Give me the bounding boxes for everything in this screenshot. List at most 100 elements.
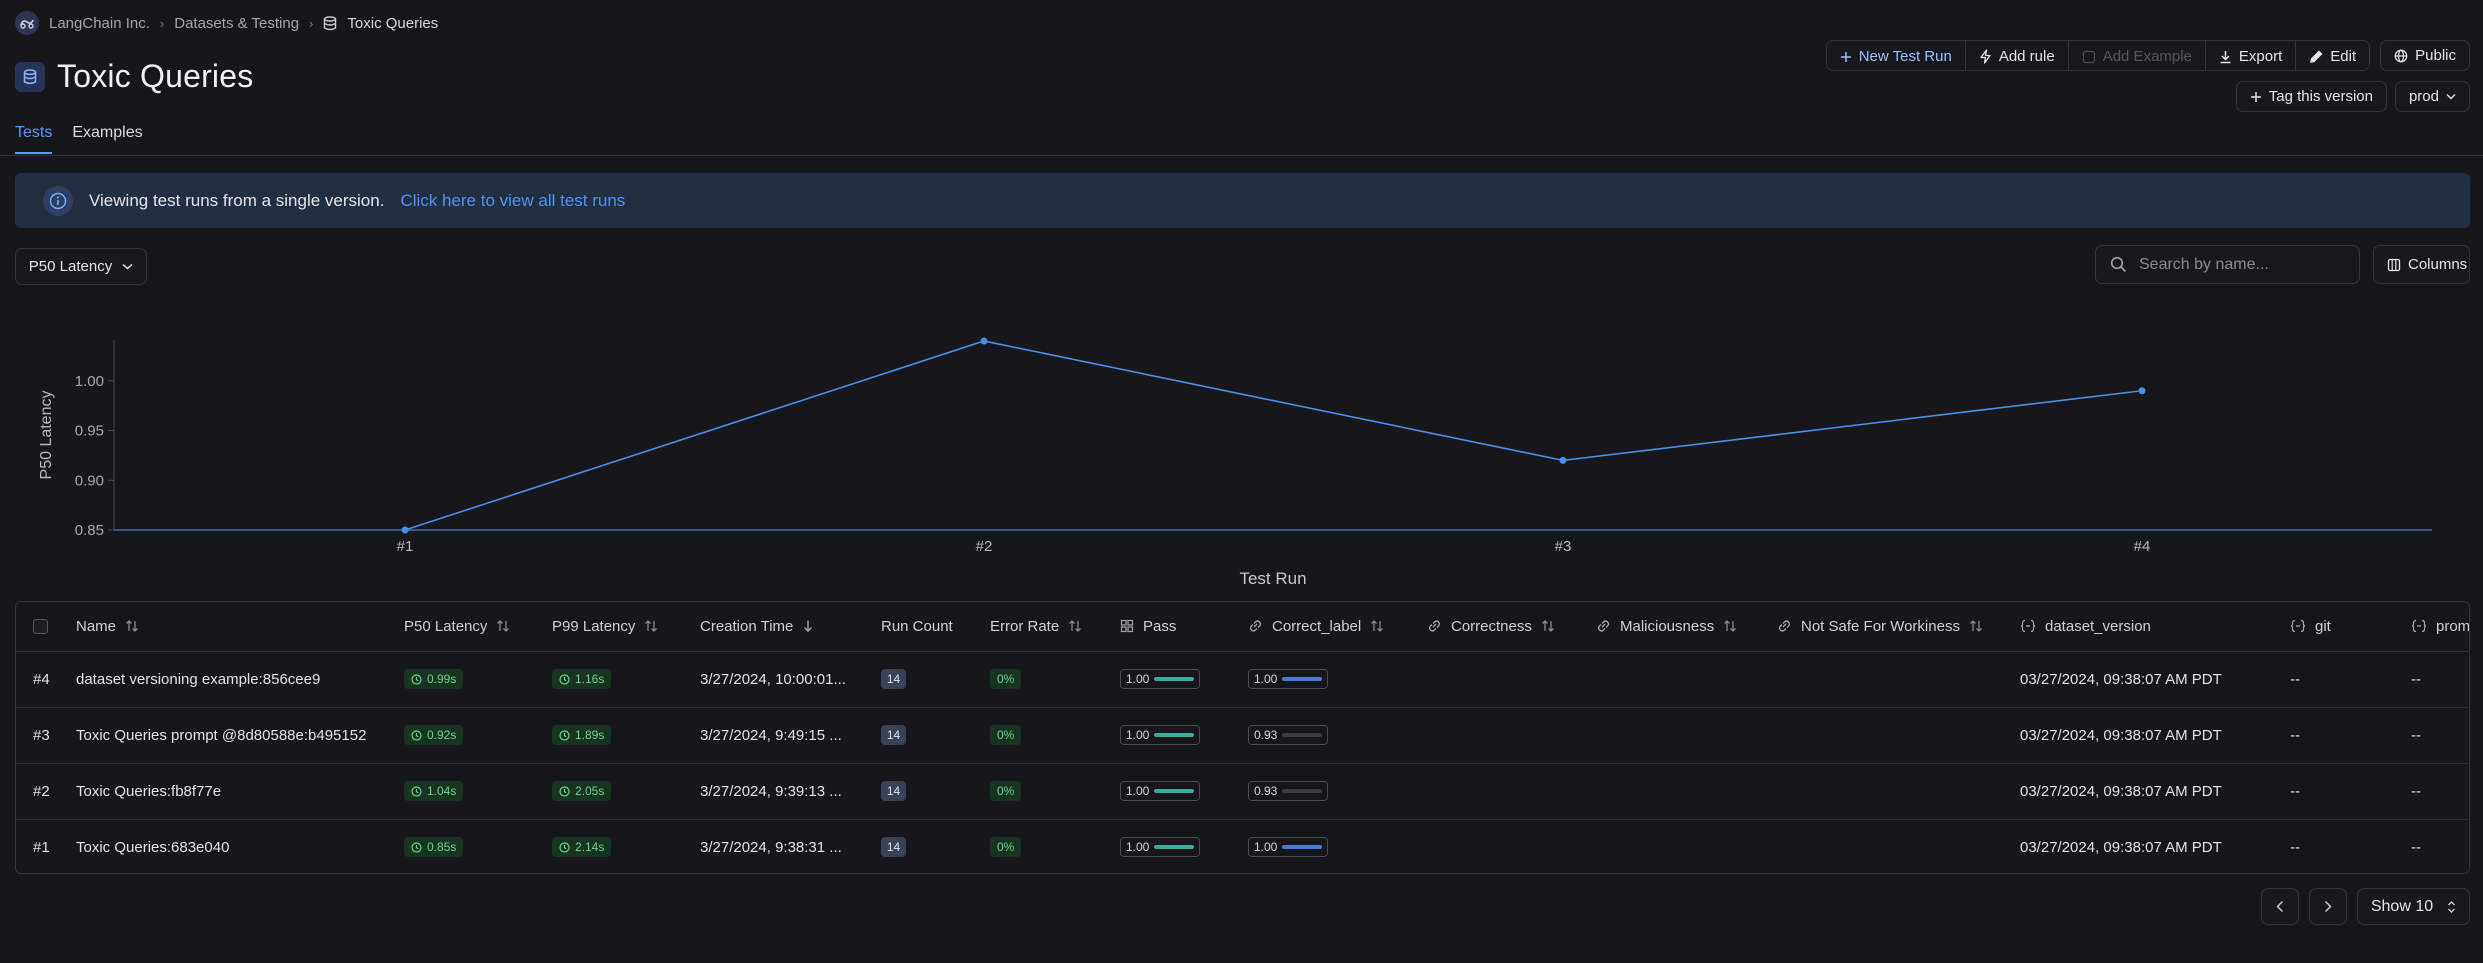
add-example-button[interactable]: Add Example	[2068, 41, 2206, 70]
data-point[interactable]	[980, 337, 988, 345]
edit-label: Edit	[2330, 48, 2357, 65]
langchain-logo-icon[interactable]	[15, 11, 39, 35]
tag-version-label: Tag this version	[2268, 88, 2373, 105]
link-icon	[1427, 619, 1442, 633]
edit-button[interactable]: Edit	[2296, 41, 2370, 70]
col-correctness-label: Correctness	[1451, 617, 1532, 635]
row-prompt: --	[2411, 838, 2421, 856]
data-point[interactable]	[401, 526, 409, 534]
prev-page-button[interactable]	[2261, 888, 2299, 925]
error-rate-badge: 0%	[990, 669, 1022, 689]
row-p50: 0.92s	[404, 707, 552, 764]
col-p99[interactable]: P99 Latency	[552, 602, 700, 652]
search-input[interactable]	[2139, 255, 2339, 274]
chevron-down-icon	[122, 263, 133, 270]
row-pass: 1.00	[1120, 707, 1248, 764]
col-error-rate-label: Error Rate	[990, 617, 1060, 635]
test-runs-table: Name P50 Latency P99 Latency Creation Ti…	[15, 601, 2470, 874]
pass-score[interactable]: 1.00	[1120, 669, 1201, 689]
col-name[interactable]: Name	[76, 602, 404, 652]
sort-icon[interactable]	[1723, 619, 1737, 633]
select-all-checkbox[interactable]	[33, 618, 48, 634]
correct-label-value: 0.93	[1254, 784, 1278, 798]
breadcrumb-section[interactable]: Datasets & Testing	[174, 14, 300, 32]
row-name[interactable]: Toxic Queries prompt @8d80588e:b495152	[76, 707, 404, 764]
table-row[interactable]: #4 dataset versioning example:856cee9 0.99…	[16, 651, 2469, 708]
row-name[interactable]: dataset versioning example:856cee9	[76, 651, 404, 708]
row-correctness	[1427, 819, 1596, 873]
add-example-icon	[2082, 50, 2096, 64]
row-name[interactable]: Toxic Queries:fb8f77e	[76, 763, 404, 820]
tag-version-button[interactable]: Tag this version	[2235, 81, 2387, 112]
sort-icon[interactable]	[1541, 619, 1555, 633]
x-tick-label: #4	[2134, 538, 2151, 555]
correct-label-score[interactable]: 1.00	[1248, 837, 1329, 858]
grid-icon	[1120, 619, 1134, 633]
clock-icon	[411, 842, 422, 853]
correct-label-bar	[1282, 789, 1323, 793]
download-icon	[2219, 50, 2232, 64]
toolbar: New Test Run Add rule Add Example Export…	[1825, 40, 2470, 71]
table-row[interactable]: #1 Toxic Queries:683e040 0.85s 2.14s 3/27/20…	[16, 819, 2469, 873]
sort-icon[interactable]	[1370, 619, 1384, 633]
pass-score[interactable]: 1.00	[1120, 837, 1201, 858]
col-name-label: Name	[76, 617, 117, 635]
clock-icon	[559, 673, 570, 685]
pass-score[interactable]: 1.00	[1120, 725, 1201, 745]
export-button[interactable]: Export	[2205, 41, 2297, 70]
row-run-count: 14	[881, 819, 990, 873]
info-banner: Viewing test runs from a single version.…	[15, 173, 2470, 228]
table-row[interactable]: #3 Toxic Queries prompt @8d80588e:b495152…	[16, 707, 2469, 764]
arrow-down-icon[interactable]	[802, 619, 814, 633]
new-test-run-button[interactable]: New Test Run	[1826, 41, 1966, 70]
row-error-rate: 0%	[990, 651, 1120, 708]
pass-bar	[1154, 733, 1195, 737]
correct-label-score[interactable]: 0.93	[1248, 781, 1329, 801]
col-created[interactable]: Creation Time	[700, 602, 881, 652]
columns-button[interactable]: Columns	[2373, 245, 2470, 284]
col-maliciousness[interactable]: Maliciousness	[1596, 602, 1777, 652]
sort-icon[interactable]	[496, 619, 510, 633]
pass-bar	[1154, 677, 1195, 681]
correct-label-score[interactable]: 0.93	[1248, 725, 1329, 745]
col-p50[interactable]: P50 Latency	[404, 602, 552, 652]
breadcrumb-org[interactable]: LangChain Inc.	[49, 14, 150, 32]
col-correct-label[interactable]: Correct_label	[1248, 602, 1427, 652]
plus-icon	[2250, 91, 2262, 103]
breadcrumb-current: Toxic Queries	[347, 14, 439, 32]
environment-select[interactable]: prod	[2394, 81, 2470, 112]
data-point[interactable]	[1559, 456, 1567, 464]
braces-icon	[2020, 619, 2036, 633]
clock-icon	[411, 673, 422, 685]
environment-value: prod	[2408, 88, 2439, 105]
table-row[interactable]: #2 Toxic Queries:fb8f77e 1.04s 2.05s 3/27/20…	[16, 763, 2469, 820]
col-correctness[interactable]: Correctness	[1427, 602, 1596, 652]
chevron-down-icon	[2446, 93, 2456, 100]
tab-examples[interactable]: Examples	[72, 124, 143, 141]
sort-icon[interactable]	[644, 619, 658, 633]
page-size-select[interactable]: Show 10	[2357, 888, 2470, 925]
export-label: Export	[2238, 48, 2283, 65]
clock-icon	[559, 785, 570, 797]
sort-icon[interactable]	[1969, 619, 1983, 633]
correct-label-value: 0.93	[1254, 728, 1278, 742]
next-page-button[interactable]	[2309, 888, 2347, 925]
run-count-badge: 14	[881, 725, 906, 745]
sort-icon[interactable]	[1068, 619, 1082, 633]
row-name[interactable]: Toxic Queries:683e040	[76, 838, 230, 856]
data-point[interactable]	[2138, 387, 2146, 395]
view-all-runs-link[interactable]: Click here to view all test runs	[400, 190, 626, 210]
pass-score[interactable]: 1.00	[1120, 781, 1201, 801]
metric-select[interactable]: P50 Latency	[15, 248, 147, 285]
col-error-rate[interactable]: Error Rate	[990, 602, 1120, 652]
sort-icon[interactable]	[125, 619, 139, 633]
row-correctness	[1427, 707, 1596, 764]
public-button[interactable]: Public	[2380, 40, 2470, 71]
clock-icon	[559, 729, 570, 741]
add-rule-button[interactable]: Add rule	[1965, 41, 2069, 70]
correct-label-score[interactable]: 1.00	[1248, 669, 1329, 689]
col-nsfw[interactable]: Not Safe For Workiness	[1777, 602, 2020, 652]
col-correct-label-label: Correct_label	[1272, 617, 1362, 635]
database-icon	[323, 15, 337, 31]
tab-tests[interactable]: Tests	[15, 124, 53, 154]
